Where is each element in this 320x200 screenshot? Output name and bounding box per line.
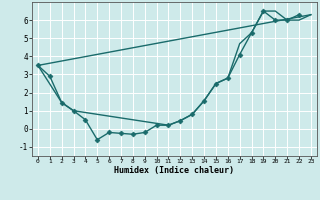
X-axis label: Humidex (Indice chaleur): Humidex (Indice chaleur) (115, 166, 234, 175)
